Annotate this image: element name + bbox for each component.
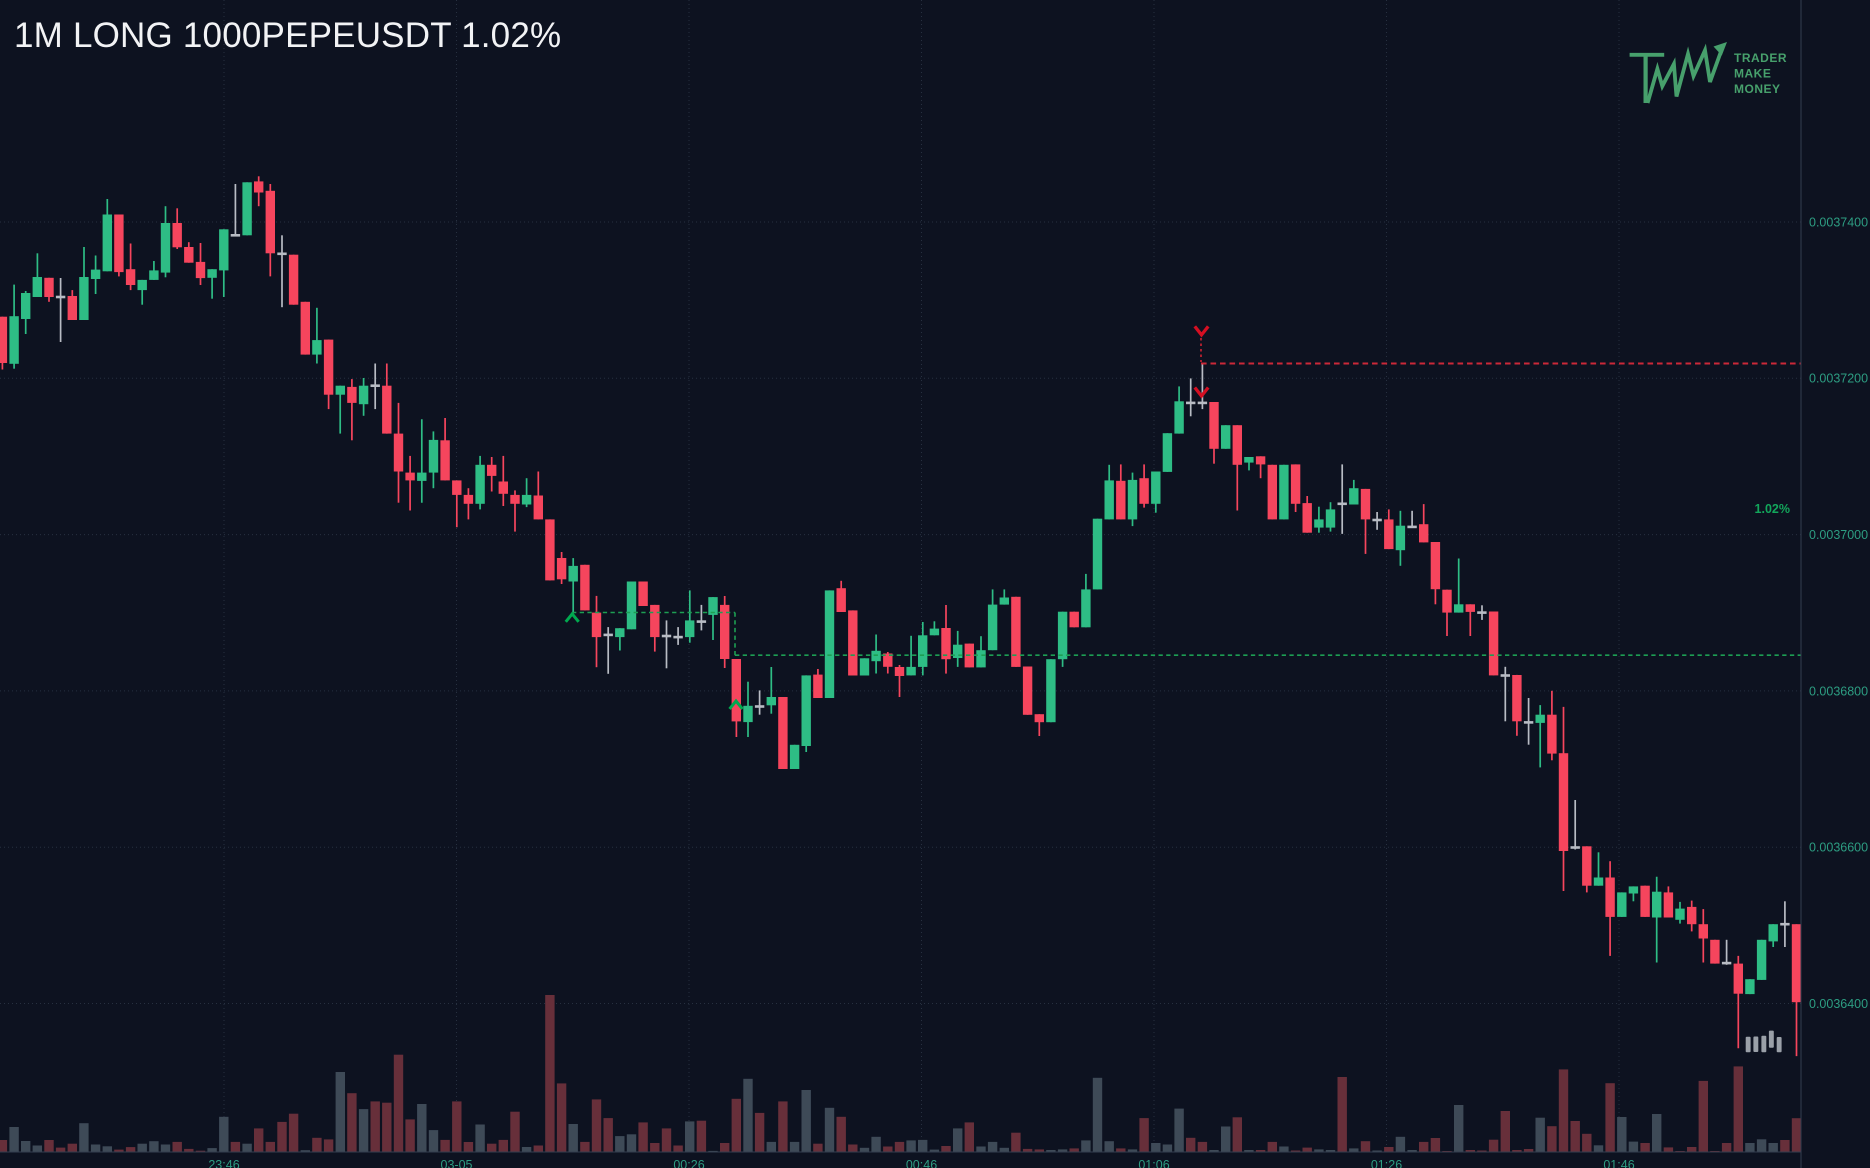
- svg-text:MONEY: MONEY: [1734, 82, 1781, 96]
- svg-text:03-05: 03-05: [441, 1158, 473, 1168]
- svg-text:01:46: 01:46: [1603, 1158, 1634, 1168]
- svg-text:1M LONG 1000PEPEUSDT 1.02%: 1M LONG 1000PEPEUSDT 1.02%: [14, 16, 561, 55]
- svg-text:MAKE: MAKE: [1734, 67, 1771, 81]
- svg-text:01:26: 01:26: [1371, 1158, 1402, 1168]
- svg-text:1.02%: 1.02%: [1755, 502, 1790, 516]
- svg-text:0.0037000: 0.0037000: [1809, 528, 1868, 542]
- svg-text:0.0036800: 0.0036800: [1809, 684, 1868, 698]
- svg-text:0.0037200: 0.0037200: [1809, 372, 1868, 386]
- svg-text:TRADER: TRADER: [1734, 51, 1787, 65]
- svg-text:23:46: 23:46: [208, 1158, 239, 1168]
- svg-text:00:26: 00:26: [673, 1158, 704, 1168]
- svg-text:0.0036600: 0.0036600: [1809, 841, 1868, 855]
- svg-text:00:46: 00:46: [906, 1158, 937, 1168]
- svg-text:0.0036400: 0.0036400: [1809, 997, 1868, 1011]
- svg-text:01:06: 01:06: [1138, 1158, 1169, 1168]
- svg-text:0.0037400: 0.0037400: [1809, 215, 1868, 229]
